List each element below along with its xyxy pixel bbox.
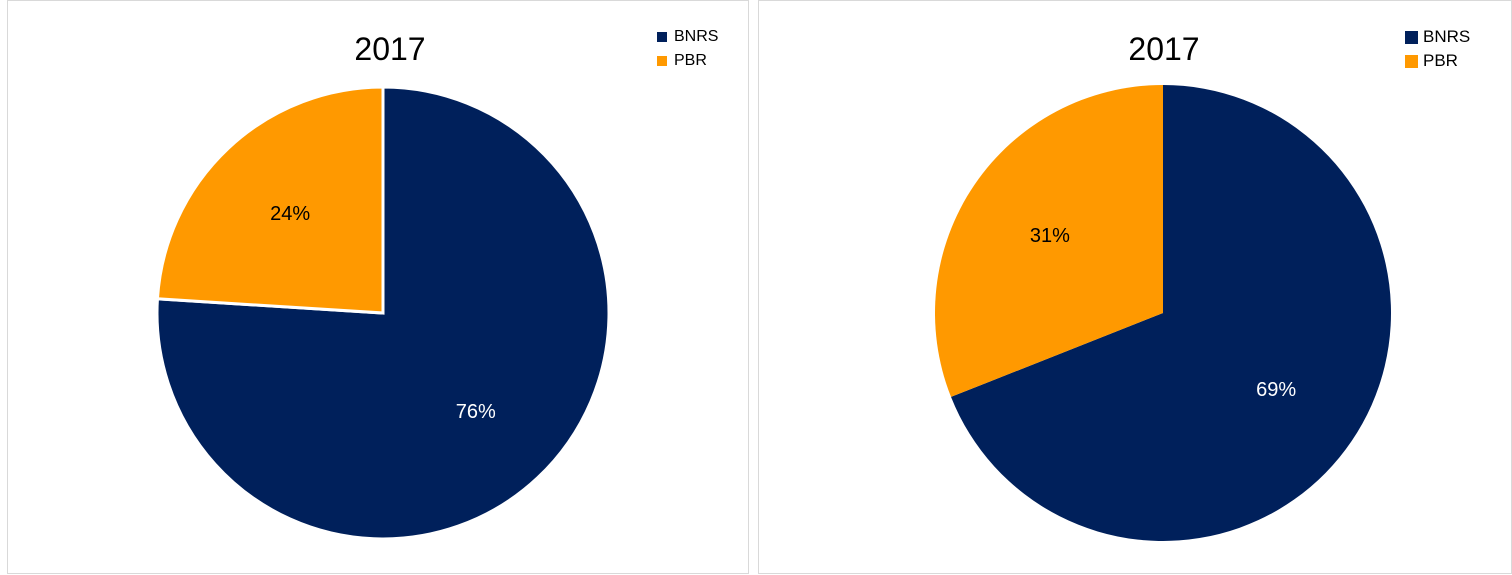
data-label-pbr: 24% bbox=[270, 203, 310, 225]
legend-swatch-pbr bbox=[657, 56, 667, 66]
chart-legend: BNRS PBR bbox=[1405, 25, 1470, 73]
pie-slice-pbr bbox=[935, 85, 1163, 397]
legend-swatch-bnrs bbox=[1405, 30, 1418, 44]
legend-swatch-pbr bbox=[1405, 54, 1418, 68]
pie-slice-bnrs bbox=[155, 85, 611, 541]
chart-legend: BNRS PBR bbox=[657, 25, 718, 73]
legend-label-bnrs: BNRS bbox=[1423, 27, 1471, 46]
legend-item-pbr: PBR bbox=[657, 49, 718, 73]
chart-title: 2017 bbox=[1128, 31, 1200, 67]
pie-chart-1: 76% 24% bbox=[155, 85, 611, 541]
pie-chart-panel-2: 69% 31% 2017 BNRS PBR bbox=[758, 0, 1512, 574]
pie-slice-pbr bbox=[155, 85, 385, 315]
legend-item-bnrs: BNRS bbox=[657, 25, 718, 49]
data-label-bnrs: 76% bbox=[456, 401, 496, 423]
pie-chart-2: 69% 31% bbox=[935, 85, 1391, 541]
legend-label-bnrs: BNRS bbox=[674, 28, 719, 45]
pie-slice-bnrs bbox=[951, 85, 1391, 541]
data-label-bnrs: 69% bbox=[1256, 379, 1296, 401]
legend-swatch-bnrs bbox=[657, 32, 667, 42]
legend-item-bnrs: BNRS bbox=[1405, 25, 1470, 49]
legend-label-pbr: PBR bbox=[1423, 51, 1458, 70]
legend-item-pbr: PBR bbox=[1405, 49, 1470, 73]
pie-chart-panel-1: 76% 24% 2017 BNRS PBR bbox=[7, 0, 749, 574]
legend-label-pbr: PBR bbox=[674, 52, 707, 69]
data-label-pbr: 31% bbox=[1030, 225, 1070, 247]
chart-title: 2017 bbox=[354, 31, 426, 67]
